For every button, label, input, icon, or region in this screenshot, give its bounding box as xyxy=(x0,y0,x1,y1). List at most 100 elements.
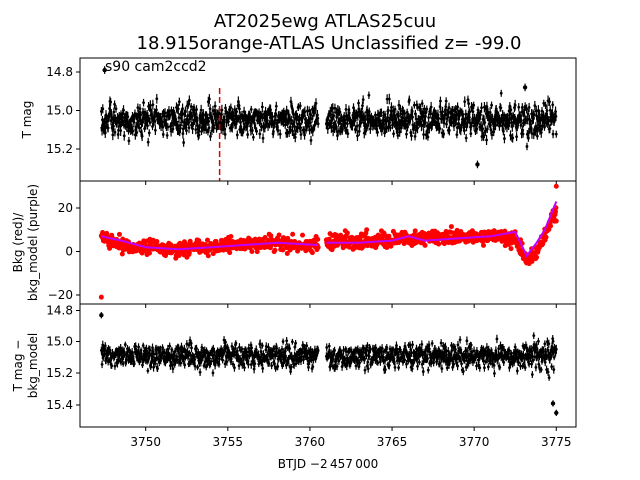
top-data-point xyxy=(210,129,214,133)
bottom-data-point xyxy=(344,350,348,353)
middle-y-tick-label: 20 xyxy=(58,201,73,215)
top-data-point xyxy=(276,129,280,132)
top-data-point xyxy=(367,121,370,125)
top-data-point xyxy=(548,127,552,131)
top-data-point xyxy=(276,121,280,125)
top-data-point xyxy=(189,105,193,108)
bottom-data-point xyxy=(100,363,104,366)
top-data-point xyxy=(266,125,270,128)
top-data-point xyxy=(238,115,242,118)
top-data-point xyxy=(387,97,391,101)
bkg-data-point xyxy=(534,254,540,260)
bottom-data-point xyxy=(327,344,331,348)
top-data-point xyxy=(131,129,135,133)
middle-y-tick-label: −20 xyxy=(48,288,73,302)
top-data-point xyxy=(153,128,157,132)
bottom-data-point xyxy=(223,349,226,353)
bkg-outlier-point xyxy=(553,183,559,189)
bkg-model-line xyxy=(101,201,558,258)
bottom-data-point xyxy=(199,351,203,355)
top-data-point xyxy=(274,104,278,108)
bottom-data-point xyxy=(289,370,292,373)
top-data-point xyxy=(246,133,250,136)
top-data-point xyxy=(169,129,173,133)
top-data-point xyxy=(213,104,217,108)
top-data-point xyxy=(383,131,387,135)
top-data-point xyxy=(545,115,549,119)
top-data-point xyxy=(99,109,103,113)
top-data-point xyxy=(480,106,483,110)
top-data-point xyxy=(138,107,142,111)
top-data-point xyxy=(396,134,400,137)
bottom-data-point xyxy=(103,344,107,348)
bkg-data-point xyxy=(384,244,390,250)
top-data-point xyxy=(483,121,487,124)
top-data-point xyxy=(526,136,530,140)
bottom-data-point xyxy=(190,346,193,350)
middle-y-axis-label: bkg_model (purple) xyxy=(26,184,40,301)
top-data-point xyxy=(357,129,361,133)
top-data-point xyxy=(309,138,313,142)
top-data-point xyxy=(395,121,399,125)
bkg-data-point xyxy=(364,227,370,233)
top-data-point xyxy=(438,127,442,130)
top-data-point xyxy=(363,123,367,127)
bottom-data-point xyxy=(224,340,227,344)
bkg-data-point xyxy=(309,250,315,256)
bkg-data-point xyxy=(276,232,282,238)
bottom-data-point xyxy=(200,346,204,349)
top-data-point xyxy=(171,127,175,131)
bottom-data-point xyxy=(131,355,135,358)
top-y-tick-label: 14.8 xyxy=(46,65,73,79)
top-data-point xyxy=(117,128,120,132)
bkg-data-point xyxy=(213,239,219,245)
top-data-point xyxy=(109,100,113,104)
bottom-data-point xyxy=(185,342,189,346)
bkg-data-point xyxy=(133,248,139,254)
bkg-data-point xyxy=(553,218,559,224)
top-data-point xyxy=(208,107,212,111)
bottom-data-point xyxy=(231,362,235,366)
top-data-point xyxy=(331,106,335,110)
top-data-point xyxy=(485,127,489,131)
bkg-data-point xyxy=(139,250,145,256)
top-data-point xyxy=(501,130,505,133)
top-data-point xyxy=(197,133,201,137)
bottom-data-point xyxy=(275,346,279,350)
top-data-point xyxy=(238,107,241,111)
top-data-point xyxy=(407,98,411,102)
bottom-data-point xyxy=(276,364,280,368)
bkg-data-point xyxy=(119,251,125,257)
bkg-data-point xyxy=(186,250,192,256)
top-data-point xyxy=(310,117,314,121)
top-data-point xyxy=(135,131,139,134)
top-data-point xyxy=(532,113,536,116)
top-data-point xyxy=(444,99,448,103)
top-data-point xyxy=(106,126,110,130)
top-data-point xyxy=(289,118,293,122)
bottom-data-point xyxy=(207,356,211,360)
top-data-point xyxy=(197,126,201,130)
top-data-point xyxy=(455,133,459,137)
top-data-point xyxy=(459,128,463,132)
top-data-point xyxy=(509,134,512,137)
bkg-data-point xyxy=(346,244,352,250)
top-data-point xyxy=(467,102,471,106)
top-data-point xyxy=(141,120,144,124)
top-data-point xyxy=(472,103,476,107)
bottom-data-point xyxy=(260,344,264,348)
top-data-point xyxy=(519,119,523,122)
bottom-data-point xyxy=(165,353,169,357)
top-data-point xyxy=(515,135,518,139)
top-data-point xyxy=(233,108,237,111)
top-outlier-point xyxy=(522,85,528,90)
top-data-point xyxy=(299,126,303,130)
top-data-point xyxy=(127,139,131,143)
top-data-point xyxy=(101,107,105,111)
top-data-point xyxy=(485,105,489,109)
bkg-outlier-point xyxy=(98,294,104,300)
top-data-point xyxy=(223,132,227,136)
top-data-point xyxy=(191,127,194,131)
top-data-point xyxy=(224,111,228,115)
bottom-data-point xyxy=(306,356,310,360)
